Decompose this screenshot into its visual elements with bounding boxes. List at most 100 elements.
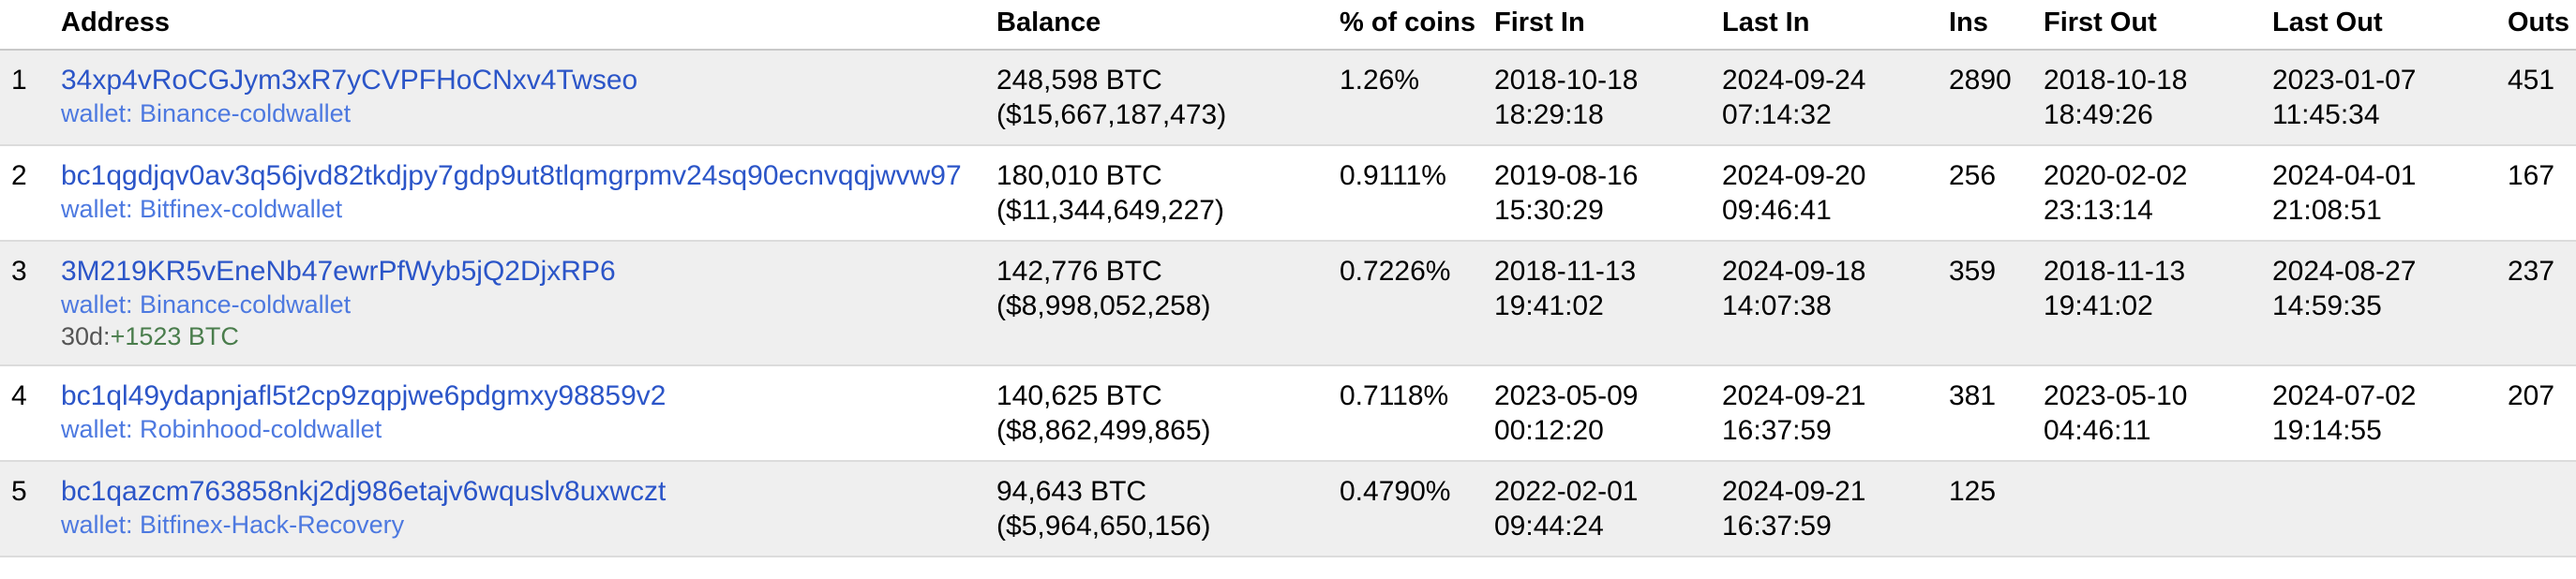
first-in-time: 19:41:02 [1494, 290, 1604, 321]
pct-of-coins-cell: 0.9111% [1340, 145, 1494, 242]
last-out-cell: 2024-08-27 14:59:35 [2272, 241, 2508, 366]
balance-usd: ($5,964,650,156) [996, 511, 1211, 542]
col-header-rank [0, 0, 61, 51]
address-cell: bc1ql49ydapnjafl5t2cp9zqpjwe6pdgmxy98859… [61, 365, 996, 462]
balance-btc: 94,643 BTC [996, 476, 1147, 507]
address-cell: bc1qazcm763858nkj2dj986etajv6wquslv8uxwc… [61, 461, 996, 557]
balance-usd: ($8,998,052,258) [996, 290, 1211, 321]
address-link[interactable]: bc1qazcm763858nkj2dj986etajv6wquslv8uxwc… [61, 476, 666, 507]
rank-cell: 3 [0, 241, 61, 366]
col-header-first-out: First Out [2044, 0, 2272, 51]
last-in-date: 2024-09-18 [1722, 256, 1866, 287]
wallet-link[interactable]: wallet: Bitfinex-coldwallet [61, 195, 343, 223]
col-header-first-in: First In [1494, 0, 1722, 51]
address-table-body: 1 34xp4vRoCGJym3xR7yCVPFHoCNxv4Twseo wal… [0, 50, 2576, 557]
balance-cell: 142,776 BTC ($8,998,052,258) [996, 241, 1340, 366]
outs-cell [2508, 461, 2576, 557]
col-header-address: Address [61, 0, 996, 51]
wallet-link[interactable]: wallet: Binance-coldwallet [61, 290, 352, 319]
ins-cell: 125 [1949, 461, 2044, 557]
first-in-date: 2019-08-16 [1494, 160, 1639, 191]
pct-of-coins: 1.26% [1340, 65, 1420, 96]
pct-of-coins-cell: 0.7118% [1340, 365, 1494, 462]
balance-usd: ($11,344,649,227) [996, 195, 1224, 226]
rank: 5 [11, 476, 27, 507]
outs-count: 207 [2508, 380, 2555, 411]
ins-count: 2890 [1949, 65, 2012, 96]
last-out-date: 2024-07-02 [2272, 380, 2417, 411]
balance-cell: 140,625 BTC ($8,862,499,865) [996, 365, 1340, 462]
address-link[interactable]: bc1qgdjqv0av3q56jvd82tkdjpy7gdp9ut8tlqmg… [61, 160, 962, 191]
table-row: 2 bc1qgdjqv0av3q56jvd82tkdjpy7gdp9ut8tlq… [0, 145, 2576, 242]
rank: 4 [11, 380, 27, 411]
ins-count: 125 [1949, 476, 1997, 507]
col-header-last-in: Last In [1722, 0, 1949, 51]
last-in-time: 14:07:38 [1722, 290, 1832, 321]
pct-of-coins: 0.7118% [1340, 380, 1449, 411]
pct-of-coins: 0.7226% [1340, 256, 1451, 287]
pct-of-coins-cell: 0.7226% [1340, 241, 1494, 366]
last-in-date: 2024-09-24 [1722, 65, 1866, 96]
ins-cell: 2890 [1949, 50, 2044, 146]
first-in-date: 2022-02-01 [1494, 476, 1639, 507]
last-in-cell: 2024-09-24 07:14:32 [1722, 50, 1949, 146]
outs-cell: 207 [2508, 365, 2576, 462]
col-header-outs: Outs [2508, 0, 2576, 51]
last-out-cell: 2023-01-07 11:45:34 [2272, 50, 2508, 146]
balance-cell: 180,010 BTC ($11,344,649,227) [996, 145, 1340, 242]
ins-cell: 256 [1949, 145, 2044, 242]
last-out-time: 21:08:51 [2272, 195, 2382, 226]
address-cell: 3M219KR5vEneNb47ewrPfWyb5jQ2DjxRP6 walle… [61, 241, 996, 366]
balance-btc: 142,776 BTC [996, 256, 1162, 287]
last-out-time: 11:45:34 [2272, 99, 2380, 130]
rank-cell: 1 [0, 50, 61, 146]
first-out-time: 04:46:11 [2044, 415, 2151, 446]
first-out-date: 2018-10-18 [2044, 65, 2188, 96]
first-out-time: 18:49:26 [2044, 99, 2153, 130]
last-in-time: 16:37:59 [1722, 511, 1832, 542]
rank-cell: 2 [0, 145, 61, 242]
first-in-date: 2018-11-13 [1494, 256, 1637, 287]
first-in-date: 2018-10-18 [1494, 65, 1639, 96]
first-in-cell: 2018-11-13 19:41:02 [1494, 241, 1722, 366]
wallet-link[interactable]: wallet: Binance-coldwallet [61, 99, 352, 127]
first-out-time: 23:13:14 [2044, 195, 2153, 226]
first-in-cell: 2023-05-09 00:12:20 [1494, 365, 1722, 462]
balance-btc: 248,598 BTC [996, 65, 1162, 96]
wallet-link[interactable]: wallet: Robinhood-coldwallet [61, 415, 382, 443]
last-out-time: 14:59:35 [2272, 290, 2382, 321]
table-row: 5 bc1qazcm763858nkj2dj986etajv6wquslv8ux… [0, 461, 2576, 557]
col-header-ins: Ins [1949, 0, 2044, 51]
pct-of-coins-cell: 0.4790% [1340, 461, 1494, 557]
ins-count: 359 [1949, 256, 1997, 287]
last-out-date: 2023-01-07 [2272, 65, 2417, 96]
first-out-cell: 2018-10-18 18:49:26 [2044, 50, 2272, 146]
ins-count: 256 [1949, 160, 1997, 191]
pct-of-coins-cell: 1.26% [1340, 50, 1494, 146]
first-out-cell: 2023-05-10 04:46:11 [2044, 365, 2272, 462]
address-link[interactable]: 34xp4vRoCGJym3xR7yCVPFHoCNxv4Twseo [61, 65, 638, 96]
col-header-balance: Balance [996, 0, 1340, 51]
col-header-pct-of-coins: % of coins [1340, 0, 1494, 51]
outs-count: 451 [2508, 65, 2555, 96]
balance-usd: ($15,667,187,473) [996, 99, 1227, 130]
pct-of-coins: 0.4790% [1340, 476, 1451, 507]
note-30d-value: +1523 BTC [110, 322, 239, 350]
address-link[interactable]: 3M219KR5vEneNb47ewrPfWyb5jQ2DjxRP6 [61, 256, 616, 287]
table-row: 1 34xp4vRoCGJym3xR7yCVPFHoCNxv4Twseo wal… [0, 50, 2576, 146]
first-in-time: 18:29:18 [1494, 99, 1604, 130]
address-cell: bc1qgdjqv0av3q56jvd82tkdjpy7gdp9ut8tlqmg… [61, 145, 996, 242]
wallet-link[interactable]: wallet: Bitfinex-Hack-Recovery [61, 511, 405, 539]
table-header-row: Address Balance % of coins First In Last… [0, 0, 2576, 51]
last-in-date: 2024-09-20 [1722, 160, 1866, 191]
first-in-cell: 2018-10-18 18:29:18 [1494, 50, 1722, 146]
last-out-date: 2024-04-01 [2272, 160, 2417, 191]
address-link[interactable]: bc1ql49ydapnjafl5t2cp9zqpjwe6pdgmxy98859… [61, 380, 666, 411]
balance-btc: 140,625 BTC [996, 380, 1162, 411]
address-cell: 34xp4vRoCGJym3xR7yCVPFHoCNxv4Twseo walle… [61, 50, 996, 146]
first-in-time: 00:12:20 [1494, 415, 1604, 446]
ins-cell: 359 [1949, 241, 2044, 366]
first-out-date: 2020-02-02 [2044, 160, 2188, 191]
first-out-date: 2018-11-13 [2044, 256, 2186, 287]
last-out-cell: 2024-04-01 21:08:51 [2272, 145, 2508, 242]
